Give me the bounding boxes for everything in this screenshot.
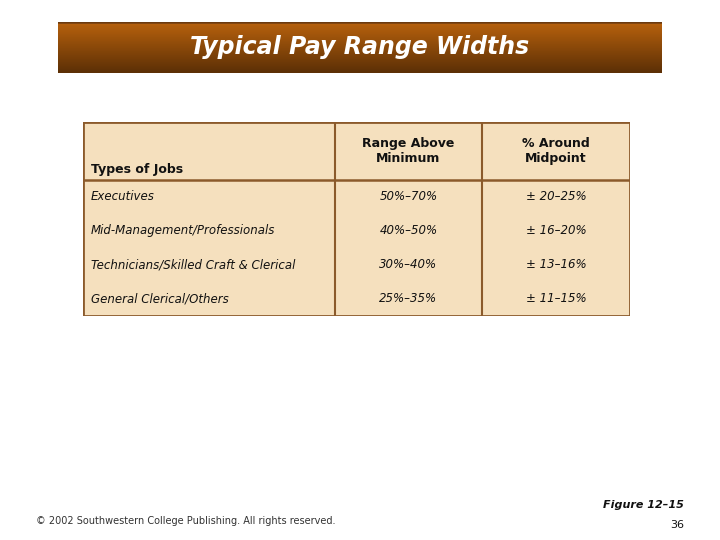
- Bar: [58, 63, 662, 64]
- Bar: [58, 52, 662, 53]
- Bar: [58, 71, 662, 72]
- Text: Range Above
Minimum: Range Above Minimum: [362, 137, 454, 165]
- Bar: [58, 40, 662, 41]
- Bar: [58, 26, 662, 28]
- Bar: [58, 49, 662, 50]
- Bar: [58, 31, 662, 32]
- Text: Types of Jobs: Types of Jobs: [91, 163, 183, 176]
- Bar: [58, 46, 662, 47]
- Bar: [58, 69, 662, 70]
- Bar: [58, 43, 662, 44]
- Bar: [58, 37, 662, 38]
- Bar: [58, 53, 662, 55]
- Bar: [58, 30, 662, 31]
- Bar: [58, 57, 662, 58]
- Bar: [58, 29, 662, 30]
- Bar: [58, 48, 662, 49]
- Bar: [58, 60, 662, 62]
- Bar: [58, 68, 662, 69]
- Bar: [58, 58, 662, 59]
- Bar: [58, 33, 662, 34]
- Text: © 2002 Southwestern College Publishing. All rights reserved.: © 2002 Southwestern College Publishing. …: [36, 516, 336, 526]
- Text: ± 13–16%: ± 13–16%: [526, 258, 587, 272]
- Bar: [58, 28, 662, 29]
- Bar: [58, 36, 662, 37]
- Text: Typical Pay Range Widths: Typical Pay Range Widths: [190, 35, 530, 59]
- Bar: [58, 41, 662, 42]
- Bar: [58, 35, 662, 36]
- Bar: [58, 24, 662, 25]
- Text: Figure 12–15: Figure 12–15: [603, 500, 684, 510]
- Bar: [58, 51, 662, 52]
- Text: ± 16–20%: ± 16–20%: [526, 224, 587, 238]
- Text: Executives: Executives: [91, 190, 155, 204]
- Bar: [58, 38, 662, 39]
- Text: 50%–70%: 50%–70%: [379, 190, 438, 204]
- Bar: [58, 32, 662, 33]
- Bar: [58, 22, 662, 23]
- Text: 25%–35%: 25%–35%: [379, 292, 438, 306]
- Text: 30%–40%: 30%–40%: [379, 258, 438, 272]
- Bar: [58, 25, 662, 26]
- Text: 36: 36: [670, 520, 684, 530]
- Text: 40%–50%: 40%–50%: [379, 224, 438, 238]
- Bar: [58, 72, 662, 73]
- Bar: [58, 66, 662, 67]
- Bar: [58, 55, 662, 56]
- FancyBboxPatch shape: [17, 25, 711, 82]
- Bar: [58, 70, 662, 71]
- Text: General Clerical/Others: General Clerical/Others: [91, 292, 229, 306]
- Bar: [58, 64, 662, 65]
- Text: % Around
Midpoint: % Around Midpoint: [522, 137, 590, 165]
- Bar: [58, 45, 662, 46]
- Bar: [58, 50, 662, 51]
- Bar: [58, 65, 662, 66]
- Bar: [58, 39, 662, 40]
- Bar: [58, 34, 662, 35]
- Bar: [58, 42, 662, 43]
- Bar: [58, 23, 662, 24]
- Text: ± 11–15%: ± 11–15%: [526, 292, 587, 306]
- Text: Mid-Management/Professionals: Mid-Management/Professionals: [91, 224, 275, 238]
- Bar: [58, 62, 662, 63]
- Bar: [58, 47, 662, 48]
- Bar: [58, 56, 662, 57]
- Bar: [58, 67, 662, 68]
- Bar: [58, 59, 662, 60]
- Bar: [58, 44, 662, 45]
- Text: ± 20–25%: ± 20–25%: [526, 190, 587, 204]
- Text: Technicians/Skilled Craft & Clerical: Technicians/Skilled Craft & Clerical: [91, 258, 295, 272]
